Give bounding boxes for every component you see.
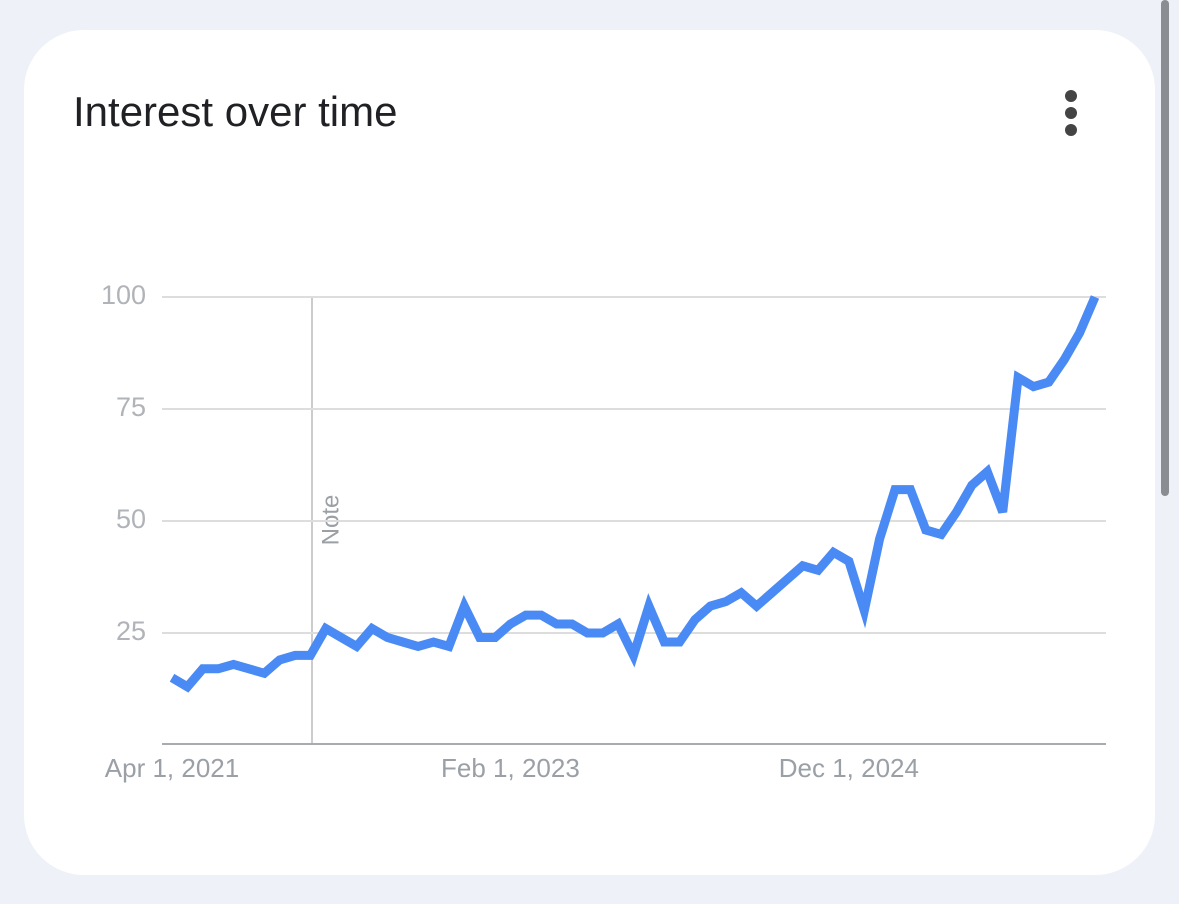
scrollbar — [1161, 0, 1169, 496]
trend-line — [169, 295, 1100, 693]
menu-dot[interactable] — [1065, 124, 1077, 136]
x-tick-label: Dec 1, 2024 — [779, 753, 919, 783]
menu-button[interactable] — [1065, 90, 1077, 136]
menu-dot[interactable] — [1065, 107, 1077, 119]
card-title: Interest over time — [73, 88, 397, 135]
card — [24, 30, 1155, 875]
y-tick-label: 25 — [116, 616, 146, 646]
y-tick-label: 75 — [116, 392, 146, 422]
menu-dot[interactable] — [1065, 90, 1077, 102]
y-tick-label: 100 — [101, 280, 146, 310]
y-tick-label: 50 — [116, 504, 146, 534]
x-tick-label: Apr 1, 2021 — [105, 753, 239, 783]
x-tick-label: Feb 1, 2023 — [441, 753, 580, 783]
